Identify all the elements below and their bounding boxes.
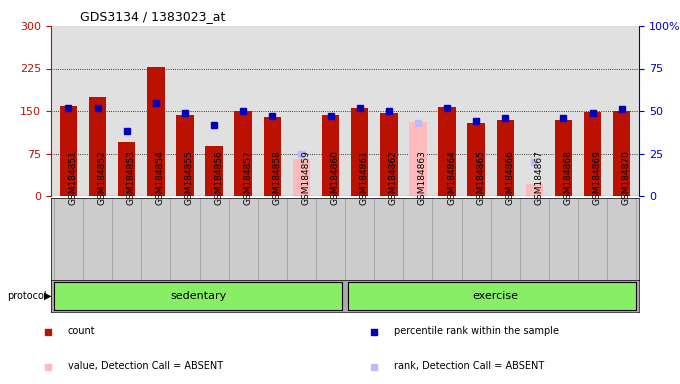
Text: GSM184855: GSM184855	[185, 150, 194, 205]
Bar	[205, 146, 223, 196]
Text: GSM184853: GSM184853	[126, 150, 136, 205]
Text: GSM184863: GSM184863	[418, 150, 427, 205]
Text: value, Detection Call = ABSENT: value, Detection Call = ABSENT	[68, 361, 223, 371]
Text: GSM184861: GSM184861	[360, 150, 369, 205]
Bar	[264, 117, 281, 196]
Text: GSM184859: GSM184859	[301, 150, 311, 205]
Bar	[348, 281, 636, 310]
Bar	[147, 67, 165, 196]
Bar	[351, 108, 369, 196]
Bar	[555, 119, 573, 196]
Text: GDS3134 / 1383023_at: GDS3134 / 1383023_at	[80, 10, 226, 23]
Text: GSM184860: GSM184860	[330, 150, 339, 205]
Bar	[235, 111, 252, 196]
Bar	[584, 112, 601, 196]
Text: ▶: ▶	[44, 291, 52, 301]
Text: GSM184865: GSM184865	[476, 150, 485, 205]
Text: GSM184868: GSM184868	[564, 150, 573, 205]
Bar	[496, 119, 514, 196]
Text: GSM184858: GSM184858	[272, 150, 282, 205]
Text: GSM184857: GSM184857	[243, 150, 252, 205]
Text: exercise: exercise	[472, 291, 518, 301]
Text: GSM184856: GSM184856	[214, 150, 223, 205]
Bar	[526, 184, 543, 196]
Text: GSM184867: GSM184867	[534, 150, 543, 205]
Text: GSM184869: GSM184869	[592, 150, 602, 205]
Text: percentile rank within the sample: percentile rank within the sample	[394, 326, 560, 336]
Text: protocol: protocol	[7, 291, 46, 301]
Text: GSM184851: GSM184851	[69, 150, 78, 205]
Bar	[380, 113, 398, 196]
Bar	[54, 281, 342, 310]
Text: sedentary: sedentary	[170, 291, 226, 301]
Bar	[60, 106, 78, 196]
Bar	[89, 97, 106, 196]
Bar	[322, 115, 339, 196]
Text: rank, Detection Call = ABSENT: rank, Detection Call = ABSENT	[394, 361, 545, 371]
Text: GSM184852: GSM184852	[98, 150, 107, 205]
Text: count: count	[68, 326, 96, 336]
Text: GSM184870: GSM184870	[622, 150, 631, 205]
Bar	[409, 122, 426, 196]
Text: GSM184862: GSM184862	[389, 150, 398, 205]
Bar	[467, 124, 485, 196]
Text: GSM184866: GSM184866	[505, 150, 514, 205]
Bar	[118, 142, 135, 196]
Text: GSM184854: GSM184854	[156, 150, 165, 205]
Text: GSM184864: GSM184864	[447, 150, 456, 205]
Bar	[292, 159, 310, 196]
Bar	[176, 115, 194, 196]
Bar	[613, 111, 630, 196]
Bar	[439, 107, 456, 196]
